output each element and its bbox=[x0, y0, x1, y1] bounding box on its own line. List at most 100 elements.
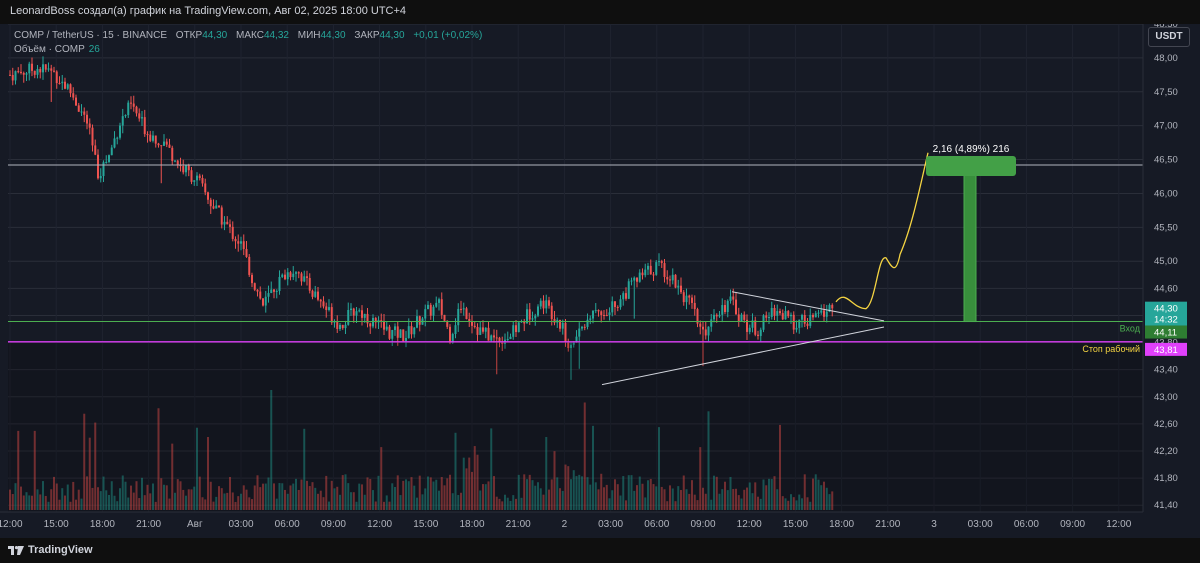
candle-body bbox=[702, 326, 704, 330]
volume-bar bbox=[784, 498, 787, 510]
target-label-box bbox=[926, 156, 1016, 176]
chart-frame[interactable] bbox=[0, 24, 1200, 538]
candle-body bbox=[572, 341, 575, 345]
volume-bar bbox=[435, 479, 438, 510]
triangle-upper-line bbox=[731, 291, 885, 322]
candle-body bbox=[333, 321, 336, 323]
volume-bar bbox=[735, 488, 737, 510]
candle-body bbox=[707, 326, 710, 336]
volume-bar bbox=[564, 464, 567, 510]
attribution-bar: LeonardBoss создал(а) график на TradingV… bbox=[0, 0, 1200, 24]
volume-bar bbox=[160, 478, 163, 510]
volume-bar bbox=[97, 487, 99, 510]
candle-body bbox=[72, 93, 75, 98]
candle-body bbox=[501, 341, 504, 344]
candle-body bbox=[814, 313, 817, 318]
candle-body bbox=[185, 165, 187, 173]
candle-body bbox=[61, 81, 64, 84]
candle-body bbox=[512, 325, 515, 337]
candle-body bbox=[740, 314, 743, 322]
volume-bar bbox=[724, 481, 726, 510]
candle-body bbox=[402, 329, 405, 342]
symbol-legend[interactable]: COMP / TetherUS · 15 · BINANCE ОТКР44,30… bbox=[14, 30, 482, 41]
volume-bar bbox=[270, 390, 273, 510]
high-value: 44,32 bbox=[263, 30, 289, 41]
volume-bar bbox=[517, 474, 520, 510]
candle-body bbox=[273, 289, 275, 292]
volume-bar bbox=[275, 498, 278, 510]
volume-bar bbox=[138, 498, 141, 510]
volume-bar bbox=[545, 437, 548, 510]
candle-body bbox=[300, 273, 303, 282]
tradingview-icon bbox=[8, 545, 24, 555]
volume-bar bbox=[267, 477, 270, 510]
volume-bar bbox=[152, 483, 154, 510]
volume-bar bbox=[715, 476, 718, 510]
candle-body bbox=[39, 68, 42, 73]
candle-body bbox=[451, 334, 454, 343]
time-tick: 03:00 bbox=[228, 519, 253, 530]
candle-body bbox=[655, 262, 658, 275]
candle-body bbox=[215, 205, 218, 209]
candle-body bbox=[275, 290, 278, 292]
candle-body bbox=[528, 309, 531, 320]
candle-body bbox=[578, 328, 581, 337]
volume-bar bbox=[300, 479, 303, 510]
volume-bar bbox=[581, 476, 583, 510]
candle-body bbox=[680, 285, 682, 293]
candle-body bbox=[795, 327, 798, 330]
volume-bar bbox=[468, 457, 471, 510]
tradingview-logo[interactable]: TradingView bbox=[8, 544, 93, 556]
volume-bar bbox=[616, 484, 619, 510]
candle-body bbox=[174, 160, 176, 162]
currency-button[interactable]: USDT bbox=[1148, 27, 1190, 47]
volume-bar bbox=[146, 484, 149, 510]
candle-body bbox=[493, 335, 495, 338]
candle-body bbox=[471, 321, 473, 326]
candle-body bbox=[559, 320, 561, 329]
candle-body bbox=[636, 277, 638, 282]
volume-bar bbox=[20, 486, 22, 510]
candle-body bbox=[608, 312, 611, 316]
volume-bar bbox=[226, 492, 229, 510]
volume-bar bbox=[308, 486, 311, 510]
candle-body bbox=[347, 309, 350, 325]
volume-bar bbox=[416, 497, 418, 510]
candle-body bbox=[803, 315, 806, 324]
volume-bar bbox=[803, 474, 806, 510]
price-tick: 45,00 bbox=[1154, 256, 1178, 267]
time-tick: 21:00 bbox=[136, 519, 161, 530]
volume-legend[interactable]: Объём · COMP 26 bbox=[14, 44, 100, 55]
volume-bars bbox=[9, 390, 834, 510]
volume-bar bbox=[9, 489, 11, 510]
candle-body bbox=[435, 302, 438, 307]
volume-bar bbox=[259, 487, 262, 510]
candle-body bbox=[724, 305, 726, 312]
candle-body bbox=[350, 308, 352, 310]
candle-body bbox=[790, 314, 792, 317]
target-label: 2,16 (4,89%) 216 bbox=[933, 144, 1010, 155]
volume-bar bbox=[176, 479, 179, 510]
volume-bar bbox=[77, 489, 80, 510]
candle-body bbox=[523, 321, 526, 324]
candle-body bbox=[721, 305, 724, 315]
candle-body bbox=[589, 318, 592, 320]
volume-bar bbox=[817, 479, 820, 510]
candle-body bbox=[240, 241, 242, 244]
volume-bar bbox=[135, 481, 138, 510]
candle-body bbox=[592, 310, 594, 319]
volume-bar bbox=[88, 437, 91, 510]
volume-bar bbox=[237, 496, 240, 510]
candle-body bbox=[234, 238, 237, 242]
symbol-name[interactable]: COMP / TetherUS · 15 · BINANCE bbox=[14, 30, 168, 41]
volume-bar bbox=[619, 495, 622, 510]
price-tick: 46,00 bbox=[1154, 188, 1178, 199]
candle-body bbox=[449, 326, 451, 343]
candle-body bbox=[383, 321, 385, 330]
candle-body bbox=[231, 226, 234, 239]
volume-bar bbox=[168, 498, 171, 510]
candle-body bbox=[462, 308, 465, 310]
volume-bar bbox=[531, 480, 534, 510]
candle-body bbox=[168, 144, 171, 148]
